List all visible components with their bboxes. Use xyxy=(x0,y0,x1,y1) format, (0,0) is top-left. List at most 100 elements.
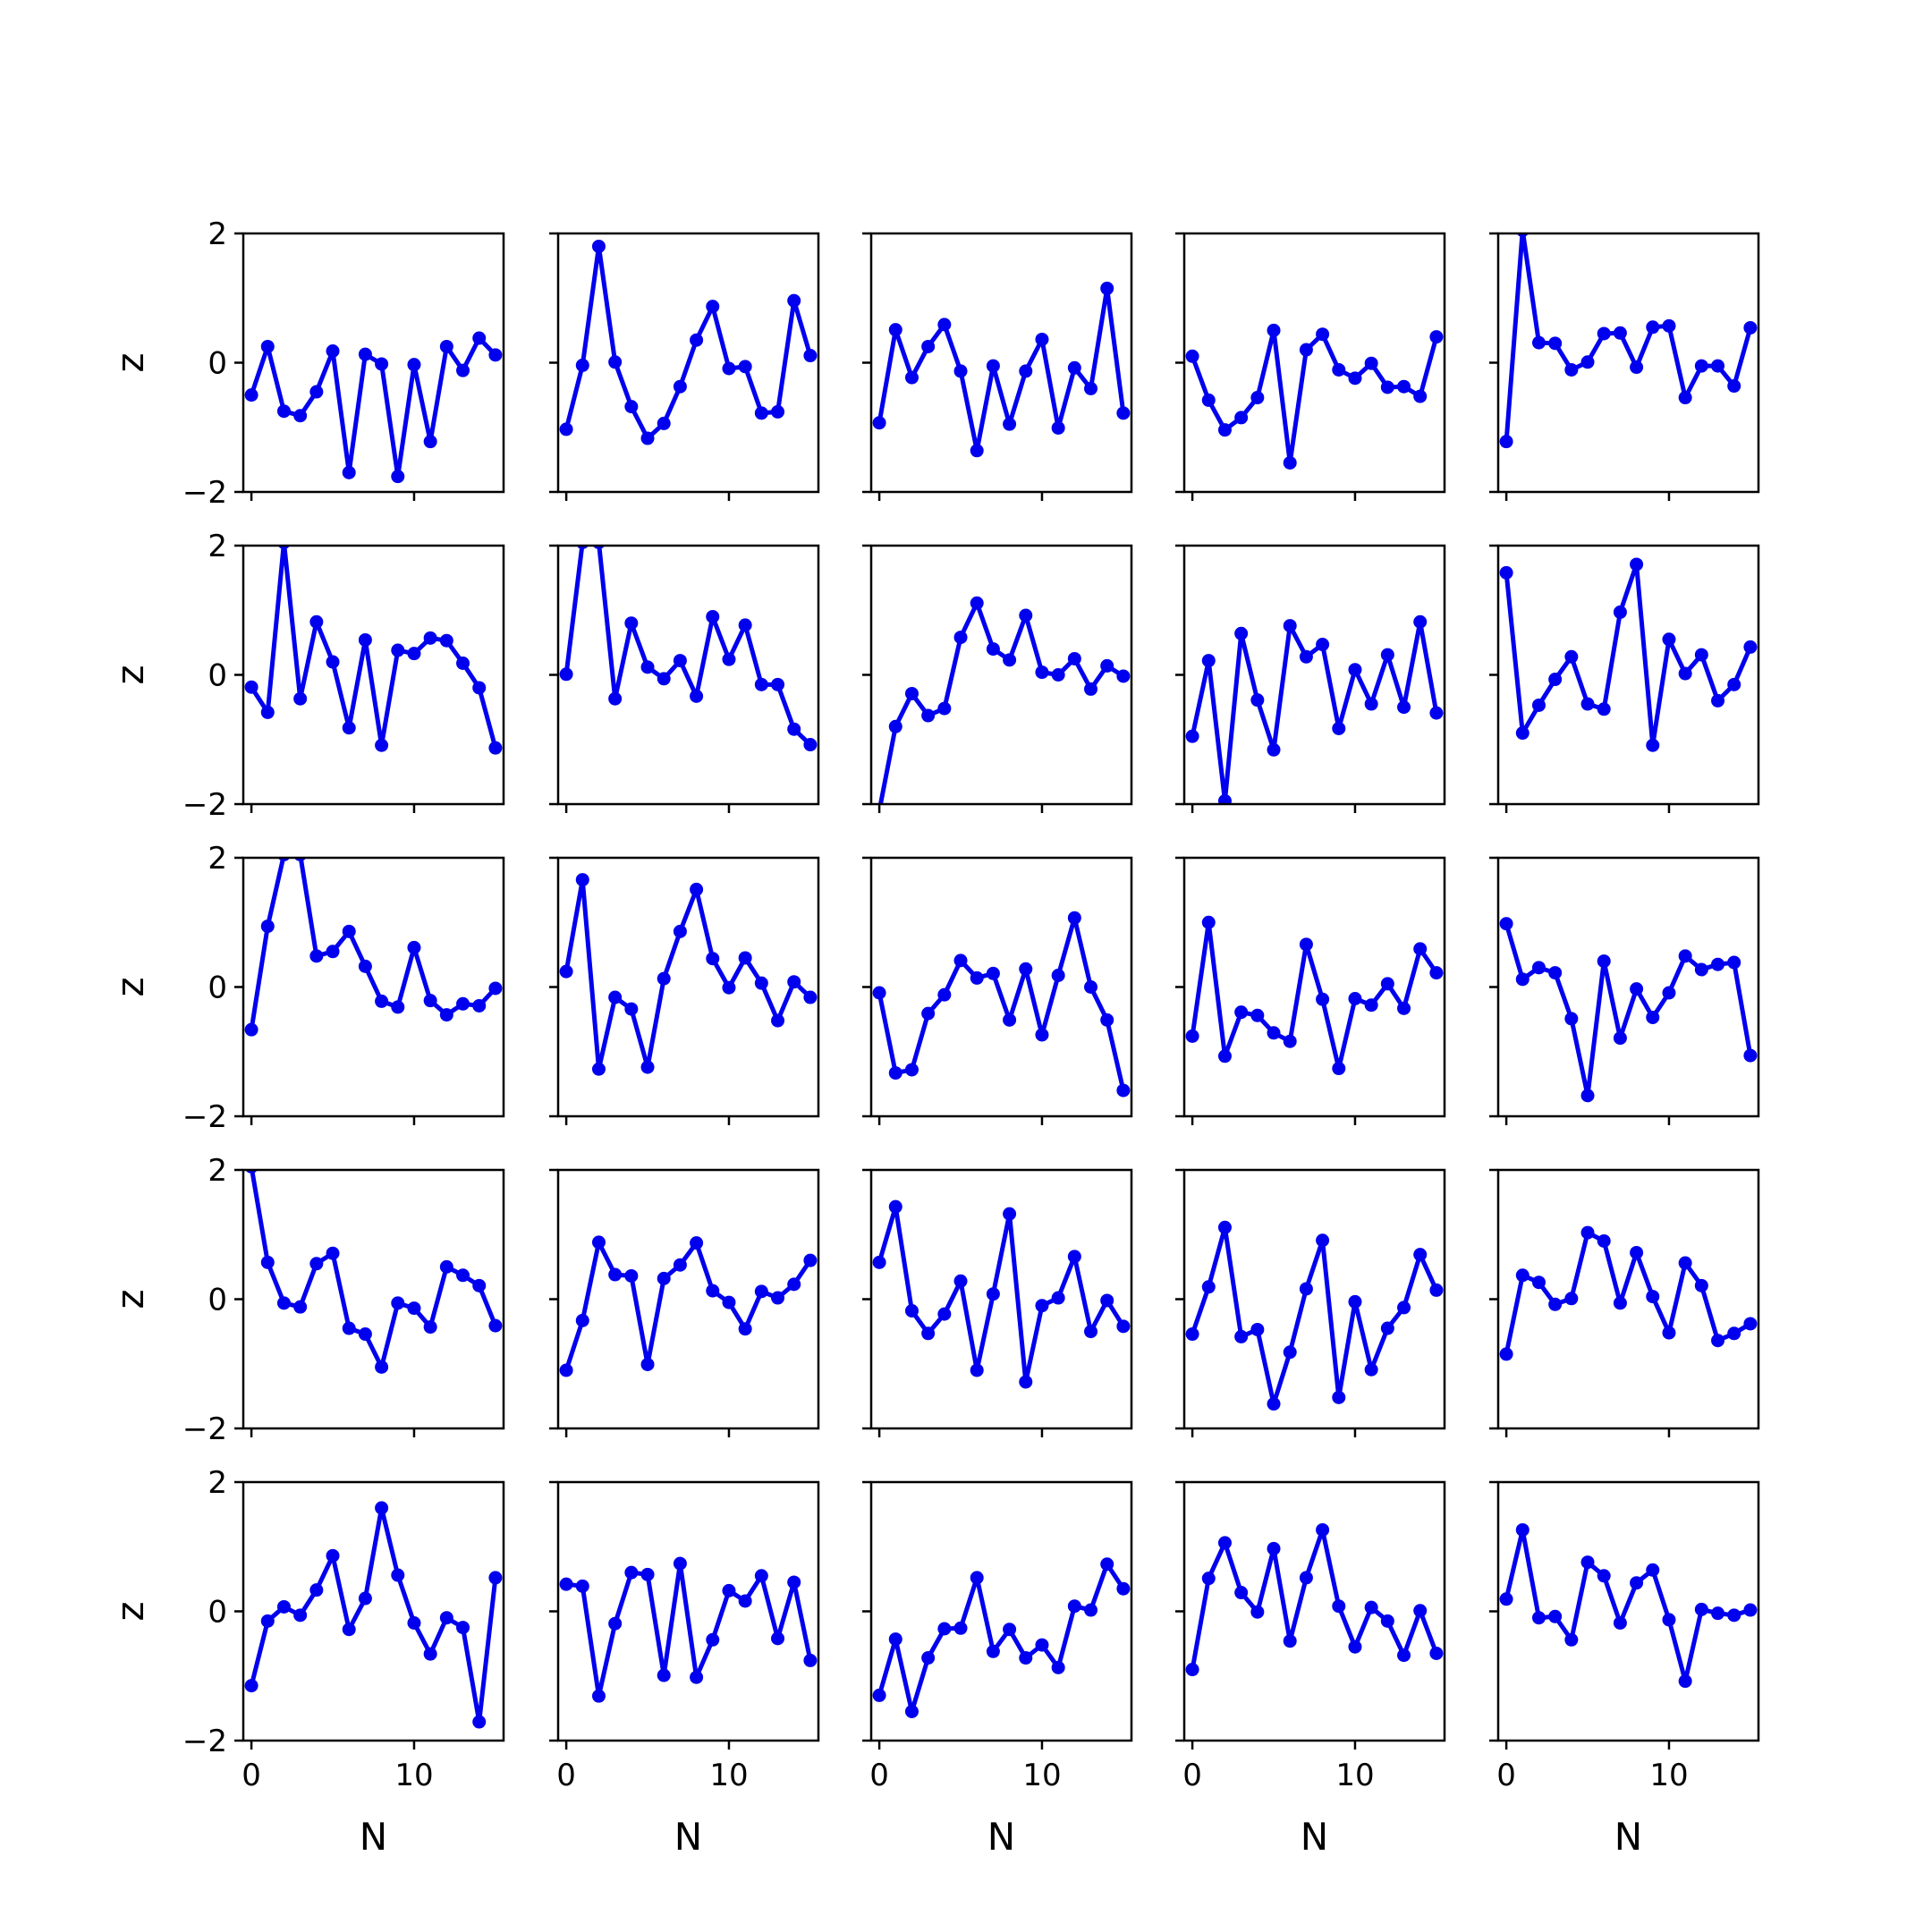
axes-frame xyxy=(1496,856,1760,1118)
data-point xyxy=(244,1679,258,1693)
data-point xyxy=(1316,1233,1330,1248)
subplot-r2-c0: −2 0 2 z xyxy=(108,841,505,1135)
data-point xyxy=(1429,706,1444,720)
data-point xyxy=(1413,614,1428,629)
y-tick-label: 2 xyxy=(208,216,227,252)
data-point xyxy=(986,1644,1000,1658)
data-point xyxy=(576,546,589,549)
data-point xyxy=(1019,1651,1033,1665)
data-point xyxy=(488,981,503,996)
axes-frame xyxy=(1496,1168,1760,1430)
series-line xyxy=(1190,619,1439,803)
data-point xyxy=(1283,455,1297,470)
data-point xyxy=(1515,972,1530,987)
data-point xyxy=(1283,1345,1297,1360)
data-point xyxy=(904,1063,919,1077)
series-line xyxy=(249,335,497,479)
series-line xyxy=(1190,919,1438,1072)
subplot-r1-c4 xyxy=(1489,544,1760,813)
series-line xyxy=(877,600,1125,804)
subplot-r3-c2 xyxy=(862,1168,1133,1437)
data-point xyxy=(559,667,573,682)
data-point xyxy=(1084,381,1098,395)
data-point xyxy=(1234,1586,1249,1600)
data-point xyxy=(1332,1599,1346,1614)
subplot-data xyxy=(244,858,503,1037)
data-point xyxy=(1397,700,1411,715)
subplot-data xyxy=(1185,1522,1444,1677)
data-point xyxy=(1646,738,1660,752)
data-point xyxy=(1564,1632,1579,1647)
data-point xyxy=(771,1013,785,1028)
subplot-data xyxy=(244,1501,503,1729)
data-point xyxy=(375,1501,389,1515)
y-tick-label: 0 xyxy=(208,1283,227,1318)
data-point xyxy=(1084,980,1098,994)
data-point xyxy=(738,1322,752,1336)
data-point xyxy=(673,379,687,394)
data-point xyxy=(1564,362,1579,377)
subplot-data xyxy=(1499,233,1758,449)
y-tick-label: 2 xyxy=(208,529,227,564)
data-point xyxy=(1694,359,1708,373)
data-point xyxy=(1267,1541,1281,1555)
data-point xyxy=(1035,1028,1049,1042)
data-point xyxy=(472,1278,487,1292)
data-point xyxy=(342,721,356,735)
data-point xyxy=(260,919,275,934)
data-point xyxy=(888,323,902,337)
data-point xyxy=(904,686,919,700)
axes-frame xyxy=(869,232,1133,494)
x-tick-label: 10 xyxy=(709,1758,748,1793)
data-point xyxy=(706,1632,720,1647)
data-point xyxy=(787,1277,801,1292)
data-point xyxy=(1380,1614,1394,1628)
y-axis-title: z xyxy=(108,665,152,684)
series-line xyxy=(1190,327,1439,465)
data-point xyxy=(1743,1603,1758,1617)
data-point xyxy=(1051,968,1065,982)
data-point xyxy=(1019,962,1033,976)
data-point xyxy=(690,333,704,347)
data-point xyxy=(1630,1576,1644,1590)
data-point xyxy=(559,1577,573,1591)
data-point xyxy=(754,976,768,990)
y-axis-title: z xyxy=(108,1601,152,1621)
data-point xyxy=(624,1002,639,1016)
data-point xyxy=(1003,653,1017,667)
data-point xyxy=(690,1236,704,1250)
data-point xyxy=(1316,1522,1330,1537)
data-point xyxy=(904,1304,919,1318)
subplot-data xyxy=(1185,614,1444,804)
data-point xyxy=(657,1668,671,1682)
data-point xyxy=(423,1647,437,1661)
data-point xyxy=(423,994,437,1008)
data-point xyxy=(407,940,421,954)
data-point xyxy=(722,980,736,995)
data-point xyxy=(872,1688,886,1702)
data-point xyxy=(1630,557,1644,572)
data-point xyxy=(1364,697,1378,711)
data-point xyxy=(1613,1031,1627,1046)
data-point xyxy=(1646,1290,1660,1304)
data-point xyxy=(1250,1008,1265,1022)
data-point xyxy=(624,400,639,414)
data-point xyxy=(706,300,720,314)
data-point xyxy=(1283,619,1297,633)
data-point xyxy=(1084,1603,1098,1617)
x-tick-label: 0 xyxy=(242,1758,261,1793)
data-point xyxy=(1429,1646,1444,1660)
data-point xyxy=(592,546,606,549)
data-point xyxy=(803,738,818,752)
data-point xyxy=(937,701,952,716)
series-line xyxy=(564,546,812,747)
subplot-data xyxy=(559,1235,818,1377)
data-point xyxy=(1548,966,1563,980)
data-point xyxy=(1100,281,1114,295)
data-point xyxy=(1531,698,1546,712)
data-point xyxy=(1348,1294,1362,1309)
data-point xyxy=(1067,360,1081,375)
x-tick-label: 0 xyxy=(869,1758,889,1793)
